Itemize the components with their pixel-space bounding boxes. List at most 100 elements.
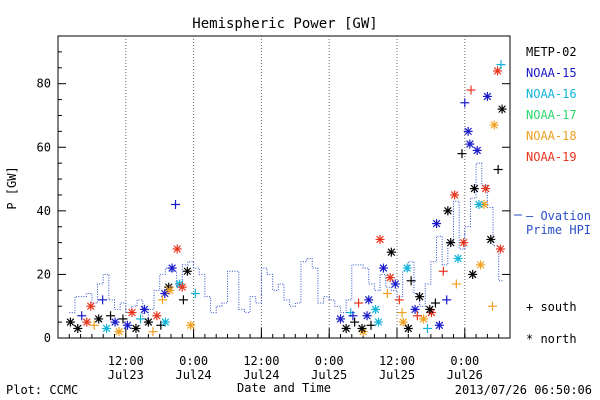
- data-point-north: [139, 304, 149, 314]
- data-point-north: [432, 219, 442, 229]
- data-point-south: [438, 266, 448, 276]
- data-point-north: [341, 323, 351, 333]
- data-point-north: [364, 295, 374, 305]
- data-point-north: [468, 269, 478, 279]
- data-point-north: [495, 244, 505, 254]
- data-point-north: [486, 234, 496, 244]
- data-point-south: [118, 314, 128, 324]
- data-point-south: [406, 276, 416, 286]
- data-point-north: [114, 327, 124, 337]
- data-point-north: [152, 311, 162, 321]
- data-point-south: [98, 295, 108, 305]
- data-point-north: [82, 317, 92, 327]
- data-point-north: [443, 206, 453, 216]
- data-point-north: [474, 199, 484, 209]
- data-point-north: [453, 254, 463, 264]
- data-point-north: [177, 282, 187, 292]
- data-point-south: [348, 311, 358, 321]
- north-marker-legend: * north: [526, 332, 577, 346]
- data-point-north: [419, 314, 429, 324]
- legend-entry: METP-02: [526, 45, 577, 59]
- x-axis: 12:00Jul230:00Jul2412:00Jul240:00Jul2512…: [57, 328, 511, 382]
- data-point-north: [403, 323, 413, 333]
- data-point-north: [94, 314, 104, 324]
- gridlines: [125, 36, 466, 338]
- series-layer: [65, 60, 507, 337]
- x-tick-date-label: Jul24: [176, 368, 212, 382]
- data-point-north: [472, 145, 482, 155]
- data-point-south: [451, 279, 461, 289]
- data-point-north: [465, 139, 475, 149]
- data-point-north: [378, 263, 388, 273]
- data-point-south: [366, 320, 376, 330]
- data-point-north: [434, 320, 444, 330]
- data-point-north: [186, 320, 196, 330]
- data-point-north: [446, 238, 456, 248]
- data-point-south: [423, 323, 433, 333]
- data-point-north: [362, 311, 372, 321]
- data-point-south: [382, 288, 392, 298]
- data-point-south: [496, 60, 506, 70]
- x-tick-date-label: Jul23: [108, 368, 144, 382]
- x-tick-time-label: 12:00: [243, 354, 279, 368]
- y-axis-label: P [GW]: [5, 166, 19, 209]
- data-point-north: [160, 317, 170, 327]
- data-point-south: [397, 308, 407, 318]
- data-point-north: [459, 238, 469, 248]
- x-tick-time-label: 0:00: [179, 354, 208, 368]
- legend-entry: NOAA-15: [526, 66, 577, 80]
- data-point-north: [398, 317, 408, 327]
- data-point-north: [489, 120, 499, 130]
- data-point-north: [172, 244, 182, 254]
- data-point-south: [430, 298, 440, 308]
- ovation-line: [69, 162, 504, 320]
- data-point-south: [354, 298, 364, 308]
- x-axis-label: Date and Time: [237, 381, 331, 395]
- data-point-south: [190, 288, 200, 298]
- y-tick-label: 0: [44, 331, 51, 345]
- x-tick-date-label: Jul26: [447, 368, 483, 382]
- footer-plot-source: Plot: CCMC: [6, 383, 78, 397]
- data-point-north: [102, 323, 112, 333]
- data-point-north: [415, 292, 425, 302]
- data-point-north: [410, 304, 420, 314]
- x-tick-date-label: Jul25: [311, 368, 347, 382]
- data-point-south: [89, 320, 99, 330]
- data-point-north: [386, 247, 396, 257]
- data-point-north: [481, 184, 491, 194]
- data-point-north: [482, 91, 492, 101]
- x-tick-date-label: Jul25: [379, 368, 415, 382]
- data-point-north: [357, 323, 367, 333]
- x-tick-date-label: Jul24: [243, 368, 279, 382]
- data-point-south: [412, 311, 422, 321]
- data-point-south: [148, 327, 158, 337]
- data-point-south: [460, 98, 470, 108]
- data-point-north: [493, 66, 503, 76]
- data-point-north: [127, 308, 137, 318]
- data-point-south: [106, 311, 116, 321]
- legend: METP-02 NOAA-15 NOAA-16 NOAA-17 NOAA-18 NOAA-…: [526, 45, 577, 164]
- data-point-north: [165, 285, 175, 295]
- data-point-north: [425, 304, 435, 314]
- ovation-label-line2: Prime HPI: [526, 223, 591, 237]
- data-point-north: [469, 184, 479, 194]
- data-point-north: [373, 317, 383, 327]
- data-point-south: [457, 149, 467, 159]
- x-tick-time-label: 0:00: [450, 354, 479, 368]
- y-tick-label: 20: [37, 267, 51, 281]
- legend-entry: NOAA-19: [526, 150, 577, 164]
- x-tick-time-label: 0:00: [315, 354, 344, 368]
- data-point-north: [167, 263, 177, 273]
- data-point-south: [493, 165, 503, 175]
- data-point-north: [385, 273, 395, 283]
- data-point-north: [371, 304, 381, 314]
- y-axis: 0 20 40 60 80: [37, 51, 510, 345]
- y-tick-label: 80: [37, 77, 51, 91]
- data-point-north: [450, 190, 460, 200]
- data-point-north: [143, 317, 153, 327]
- data-point-south: [135, 314, 145, 324]
- data-point-north: [131, 323, 141, 333]
- legend-entry: NOAA-16: [526, 87, 577, 101]
- ovation-label-line1: — Ovation: [526, 209, 591, 223]
